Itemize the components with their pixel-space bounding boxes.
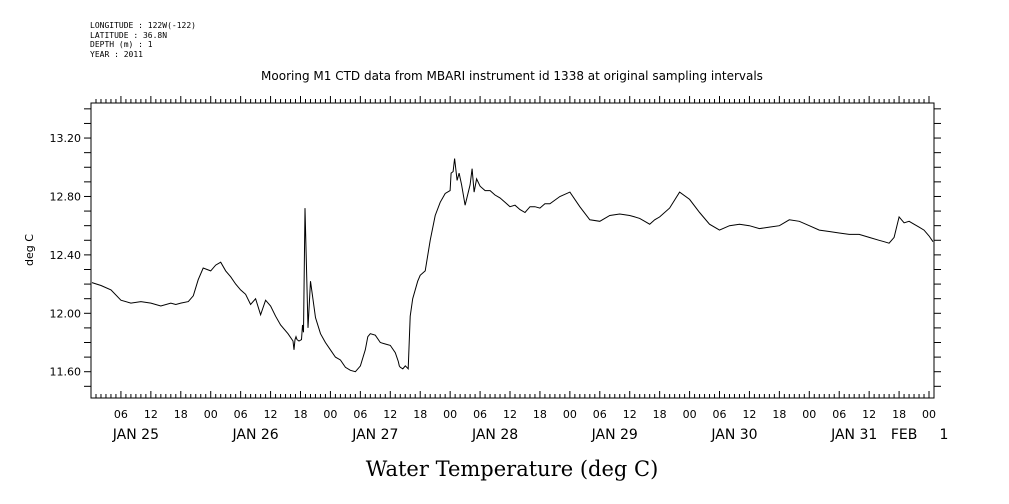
- x-tick-label: 18: [413, 408, 427, 421]
- depth-text: DEPTH (m) : 1: [90, 40, 153, 49]
- x-tick-label: 06: [353, 408, 367, 421]
- date-label: 1: [940, 427, 949, 443]
- x-tick-label: 00: [563, 408, 577, 421]
- y-axis-label: deg C: [23, 234, 36, 266]
- x-tick-label: 12: [144, 408, 158, 421]
- x-tick-label: 06: [593, 408, 607, 421]
- x-tick-label: 12: [383, 408, 397, 421]
- longitude-text: LONGITUDE : 122W(-122): [90, 21, 196, 30]
- x-tick-label: 12: [503, 408, 517, 421]
- date-label: JAN 26: [232, 427, 279, 443]
- date-label: JAN 31: [830, 427, 877, 443]
- y-tick-label: 12.00: [50, 307, 82, 320]
- x-tick-label: 06: [114, 408, 128, 421]
- x-tick-label: 00: [683, 408, 697, 421]
- latitude-text: LATITUDE : 36.8N: [90, 30, 168, 40]
- metadata-block: LONGITUDE : 122W(-122) LATITUDE : 36.8N …: [90, 21, 196, 59]
- x-tick-label: 18: [533, 408, 547, 421]
- y-tick-label: 11.60: [50, 366, 82, 379]
- x-axis-label: Water Temperature (deg C): [366, 457, 659, 481]
- year-text: YEAR : 2011: [90, 49, 143, 59]
- date-label: JAN 29: [591, 427, 638, 443]
- chart-title: Mooring M1 CTD data from MBARI instrumen…: [261, 69, 763, 83]
- date-label: JAN 28: [471, 427, 518, 443]
- x-tick-label: 12: [623, 408, 637, 421]
- x-tick-label: 00: [922, 408, 936, 421]
- date-label: JAN 30: [710, 427, 757, 443]
- x-tick-label: 06: [473, 408, 487, 421]
- y-tick-label: 12.40: [50, 249, 82, 262]
- x-tick-label: 18: [772, 408, 786, 421]
- date-label: FEB: [891, 427, 918, 443]
- series-line: [91, 158, 934, 373]
- y-tick-label: 13.20: [50, 132, 82, 145]
- x-tick-label: 06: [713, 408, 727, 421]
- x-tick-label: 18: [653, 408, 667, 421]
- x-tick-label: 18: [892, 408, 906, 421]
- x-tick-label: 00: [323, 408, 337, 421]
- x-tick-label: 00: [204, 408, 218, 421]
- date-label: JAN 25: [112, 427, 159, 443]
- x-tick-label: 12: [742, 408, 756, 421]
- x-tick-label: 18: [174, 408, 188, 421]
- x-tick-label: 06: [234, 408, 248, 421]
- plot-frame: [90, 102, 935, 399]
- date-label: JAN 27: [351, 427, 398, 443]
- x-tick-label: 12: [264, 408, 278, 421]
- x-tick-label: 00: [802, 408, 816, 421]
- x-tick-label: 00: [443, 408, 457, 421]
- y-tick-label: 12.80: [50, 190, 82, 203]
- x-tick-label: 12: [862, 408, 876, 421]
- x-tick-label: 06: [832, 408, 846, 421]
- x-tick-label: 18: [294, 408, 308, 421]
